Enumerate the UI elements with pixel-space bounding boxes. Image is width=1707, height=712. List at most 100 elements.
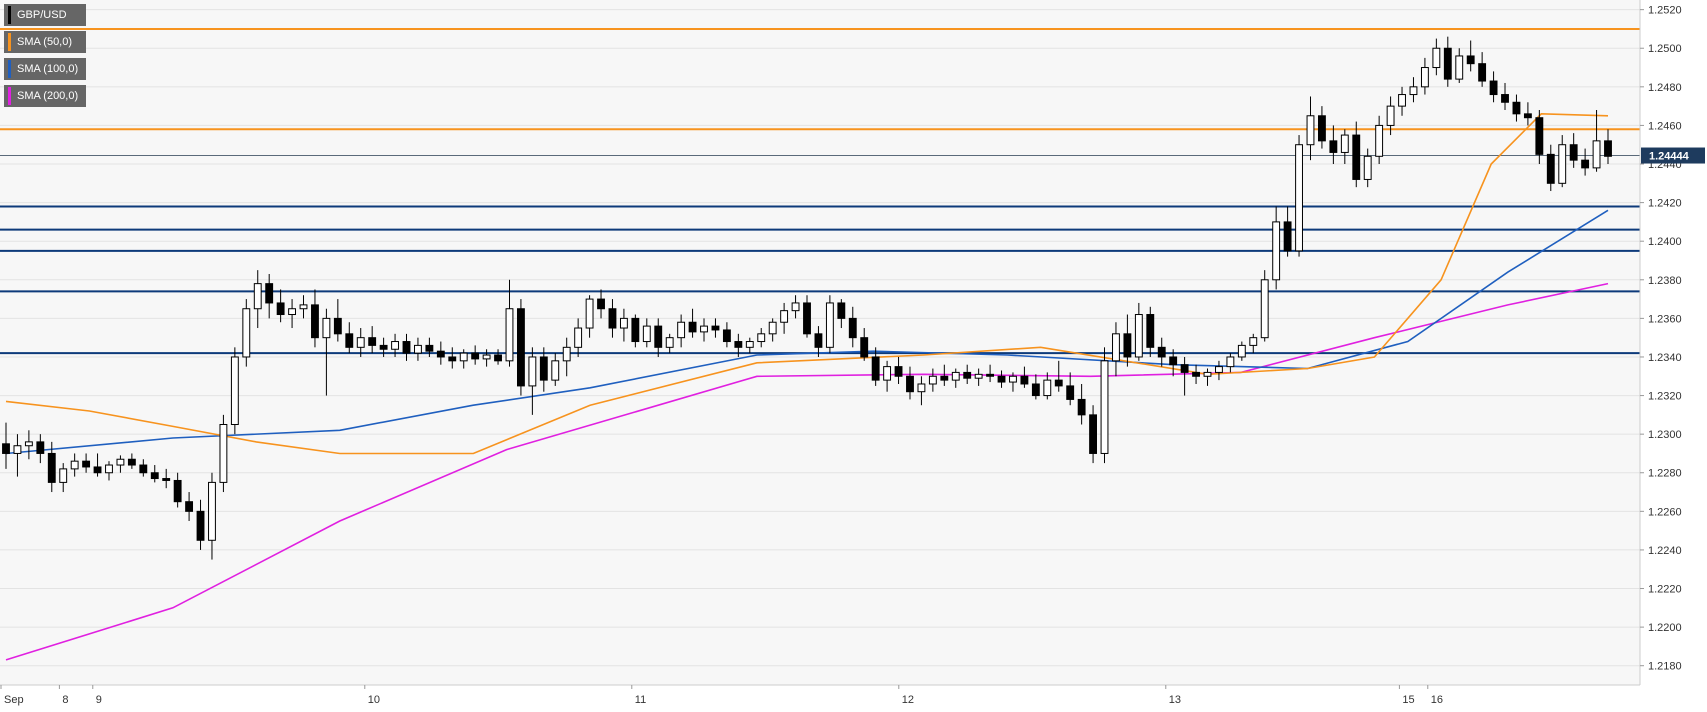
candle-body-down <box>848 317 857 339</box>
candle-body-up <box>1215 366 1223 373</box>
symbol-swatch-icon <box>8 6 11 24</box>
candle-body-up <box>1112 333 1120 362</box>
candle-body-up <box>1226 356 1235 368</box>
candle-body-down <box>1535 117 1544 155</box>
candle-body-down <box>196 510 205 541</box>
candle-body-up <box>1043 379 1052 397</box>
y-tick-label: 1.2340 <box>1648 352 1682 364</box>
candle-body-down <box>1180 364 1189 373</box>
candle-body-up <box>253 283 262 310</box>
horizontal-levels <box>0 27 1640 355</box>
candle-body-down <box>1352 134 1361 180</box>
candle-body-down <box>860 337 869 358</box>
candle-body-down <box>311 304 319 339</box>
candlesticks <box>2 36 1612 560</box>
candle-body-up <box>528 356 537 387</box>
candle-body-up <box>299 304 308 310</box>
candle-body-up <box>1306 115 1315 146</box>
candle-body-up <box>482 354 491 360</box>
y-tick-label: 1.2240 <box>1648 545 1682 557</box>
y-axis-ticks: 1.2180 1.2200 1.2220 1.2240 1.2260 1.2280 1.23… <box>1640 5 1682 673</box>
candle-body-down <box>516 308 525 387</box>
chart-legend: GBP/USD SMA (50,0) SMA (100,0) SMA (200,… <box>4 4 87 107</box>
candle-body-up <box>1558 144 1567 184</box>
candle-body-down <box>688 321 697 333</box>
candle-body-up <box>1455 55 1464 80</box>
legend-sma50[interactable]: SMA (50,0) <box>4 31 87 53</box>
candle-body-down <box>185 501 194 512</box>
candle-body-up <box>745 341 754 348</box>
candle-body-down <box>1089 414 1098 454</box>
candle-body-down <box>494 354 502 362</box>
candle-body-up <box>1592 140 1601 169</box>
candle-body-up <box>619 317 628 329</box>
sma50-line <box>5 112 1609 455</box>
legend-sma100-label: SMA (100,0) <box>17 63 79 75</box>
candle-body-down <box>1031 383 1040 397</box>
y-tick-label: 1.2420 <box>1648 198 1682 210</box>
candle-body-down <box>1169 356 1178 366</box>
candle-body-down <box>1443 47 1452 80</box>
price-tag-box <box>1641 147 1705 164</box>
candle-body-down <box>1489 80 1498 96</box>
candle-body-up <box>1340 134 1349 153</box>
candle-body-up <box>883 366 892 381</box>
candle-body-down <box>722 329 731 343</box>
candle-body-up <box>459 352 468 362</box>
candle-body-up <box>757 333 766 343</box>
candle-body-down <box>345 333 354 348</box>
y-tick-label: 1.2400 <box>1648 236 1682 248</box>
candle-body-down <box>837 302 846 319</box>
y-tick-label: 1.2360 <box>1648 313 1682 325</box>
candle-body-down <box>2 443 10 454</box>
candle-body-up <box>551 360 560 381</box>
candle-body-down <box>448 356 457 362</box>
candle-body-up <box>1009 375 1017 383</box>
legend-symbol-label: GBP/USD <box>17 9 67 21</box>
candle-body-up <box>1237 344 1246 358</box>
candle-body-up <box>414 344 422 354</box>
candle-body-up <box>1363 155 1372 180</box>
candle-body-up <box>1409 86 1418 96</box>
candle-body-up <box>642 325 651 343</box>
candle-body-up <box>768 321 777 335</box>
y-tick-label: 1.2280 <box>1648 468 1682 480</box>
grid-lines <box>0 9 1640 667</box>
x-tick-label: 9 <box>96 694 102 706</box>
candle-body-up <box>562 346 571 362</box>
legend-sma100[interactable]: SMA (100,0) <box>4 58 87 80</box>
y-tick-label: 1.2460 <box>1648 120 1682 132</box>
candle-body-down <box>631 317 640 343</box>
candle-body-up <box>1203 371 1212 377</box>
candle-body-down <box>1077 398 1086 416</box>
candle-body-up <box>825 302 834 348</box>
x-tick-label: 12 <box>902 694 914 706</box>
legend-symbol[interactable]: GBP/USD <box>4 4 87 26</box>
candle-body-down <box>963 371 972 379</box>
candle-body-up <box>242 308 251 358</box>
candle-body-up <box>780 310 789 323</box>
candle-body-down <box>814 333 823 348</box>
legend-sma50-label: SMA (50,0) <box>17 36 73 48</box>
candle-body-up <box>70 460 79 470</box>
candle-body-down <box>1501 94 1509 103</box>
candle-body-down <box>1512 101 1521 115</box>
sma-lines <box>5 112 1609 661</box>
price-tag-label: 1.24444 <box>1649 151 1690 163</box>
candle-body-down <box>1569 144 1578 161</box>
candle-body-down <box>82 460 91 468</box>
candle-body-down <box>1581 159 1590 169</box>
x-tick-label: 8 <box>62 694 68 706</box>
candle-body-down <box>1523 113 1532 119</box>
y-tick-label: 1.2520 <box>1648 5 1682 17</box>
candle-body-up <box>574 327 583 348</box>
y-tick-label: 1.2480 <box>1648 82 1682 94</box>
candle-body-up <box>974 373 983 379</box>
candle-body-up <box>356 337 365 348</box>
candle-body-down <box>368 337 377 346</box>
candle-body-down <box>333 317 342 335</box>
legend-sma200[interactable]: SMA (200,0) <box>4 85 87 107</box>
sma100-swatch-icon <box>8 60 11 78</box>
x-tick-label: 13 <box>1169 694 1181 706</box>
candle-body-down <box>1066 385 1075 400</box>
